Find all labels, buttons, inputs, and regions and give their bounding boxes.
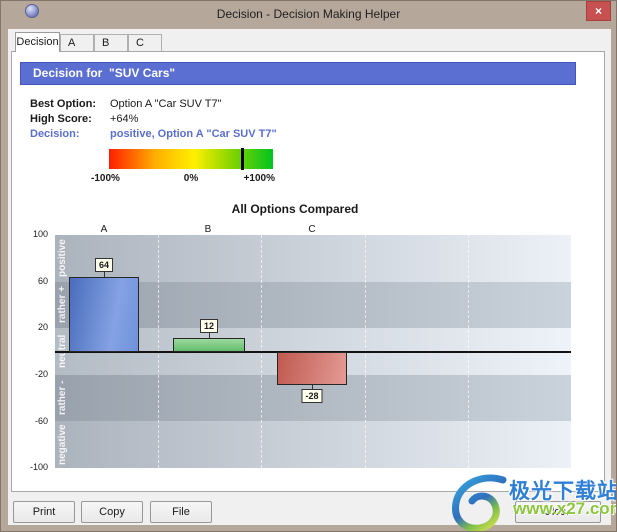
bar-label-connector <box>209 333 210 338</box>
scale-label-min: -100% <box>91 173 120 184</box>
high-score-label: High Score: <box>30 113 92 125</box>
decision-banner: Decision for "SUV Cars" <box>20 62 576 85</box>
title-bar[interactable]: Decision - Decision Making Helper × <box>1 1 616 29</box>
bar-value-b: 12 <box>199 319 219 333</box>
chart-title: All Options Compared <box>231 202 359 216</box>
best-option-label: Best Option: <box>30 98 96 110</box>
band-negative: negative <box>55 421 571 468</box>
decision-scale-gradient <box>109 148 273 170</box>
decision-tab-page: Decision for "SUV Cars" Best Option: Opt… <box>11 51 605 492</box>
chart-category-b: B <box>204 224 212 235</box>
y-tick-neg100: -100 <box>29 462 48 472</box>
bar-option-b <box>173 338 245 352</box>
watermark-site-name: 极光下载站 <box>509 480 617 503</box>
chart-category-c: C <box>308 224 316 235</box>
tab-c[interactable]: C <box>128 34 162 52</box>
decision-label: Decision: <box>30 128 80 140</box>
bar-value-c: -28 <box>301 389 323 403</box>
best-option-value: Option A "Car SUV T7" <box>110 98 222 110</box>
tab-b[interactable]: B <box>94 34 128 52</box>
chart-category-a: A <box>100 224 108 235</box>
y-tick-20: 20 <box>37 322 48 332</box>
bar-label-connector <box>312 385 313 389</box>
window-title: Decision - Decision Making Helper <box>216 7 401 21</box>
close-icon[interactable]: × <box>586 1 611 21</box>
bar-option-a <box>69 277 139 352</box>
band-label-positive: positive <box>57 239 68 278</box>
band-label-negative: negative <box>57 424 68 465</box>
y-tick-100: 100 <box>32 229 48 239</box>
scale-marker <box>241 148 245 170</box>
file-button[interactable]: File <box>150 501 212 523</box>
watermark-site-url: www.x27.com <box>513 499 617 518</box>
band-label-rather-plus: rather + <box>57 286 68 324</box>
high-score-value: +64% <box>110 113 139 125</box>
bar-value-a: 64 <box>94 258 114 272</box>
y-tick-60: 60 <box>37 276 48 286</box>
chart-plot-area: positive rather + neutral rather - negat… <box>55 235 571 468</box>
app-icon <box>25 4 39 18</box>
y-tick-neg60: -60 <box>34 416 48 426</box>
close-button[interactable]: Close <box>515 501 601 523</box>
y-tick-neg20: -20 <box>34 369 48 379</box>
scale-label-max: +100% <box>243 173 275 184</box>
bar-option-c <box>277 352 347 385</box>
copy-button[interactable]: Copy <box>81 501 143 523</box>
band-label-rather-minus: rather - <box>57 380 68 416</box>
bar-label-connector <box>104 272 105 277</box>
band-rather-plus: rather + <box>55 282 571 328</box>
tab-decision[interactable]: Decision <box>15 32 60 52</box>
band-positive: positive <box>55 235 571 282</box>
tab-a[interactable]: A <box>60 34 94 52</box>
print-button[interactable]: Print <box>13 501 75 523</box>
watermark: 极光下载站 www.x27.com <box>447 473 617 531</box>
decision-value: positive, Option A "Car SUV T7" <box>110 128 277 140</box>
scale-label-mid: 0% <box>183 173 199 184</box>
watermark-swirl-icon <box>452 474 507 531</box>
